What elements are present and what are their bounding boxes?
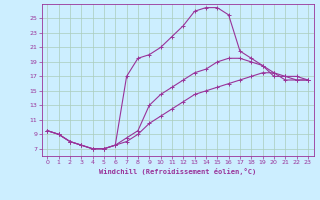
X-axis label: Windchill (Refroidissement éolien,°C): Windchill (Refroidissement éolien,°C) <box>99 168 256 175</box>
